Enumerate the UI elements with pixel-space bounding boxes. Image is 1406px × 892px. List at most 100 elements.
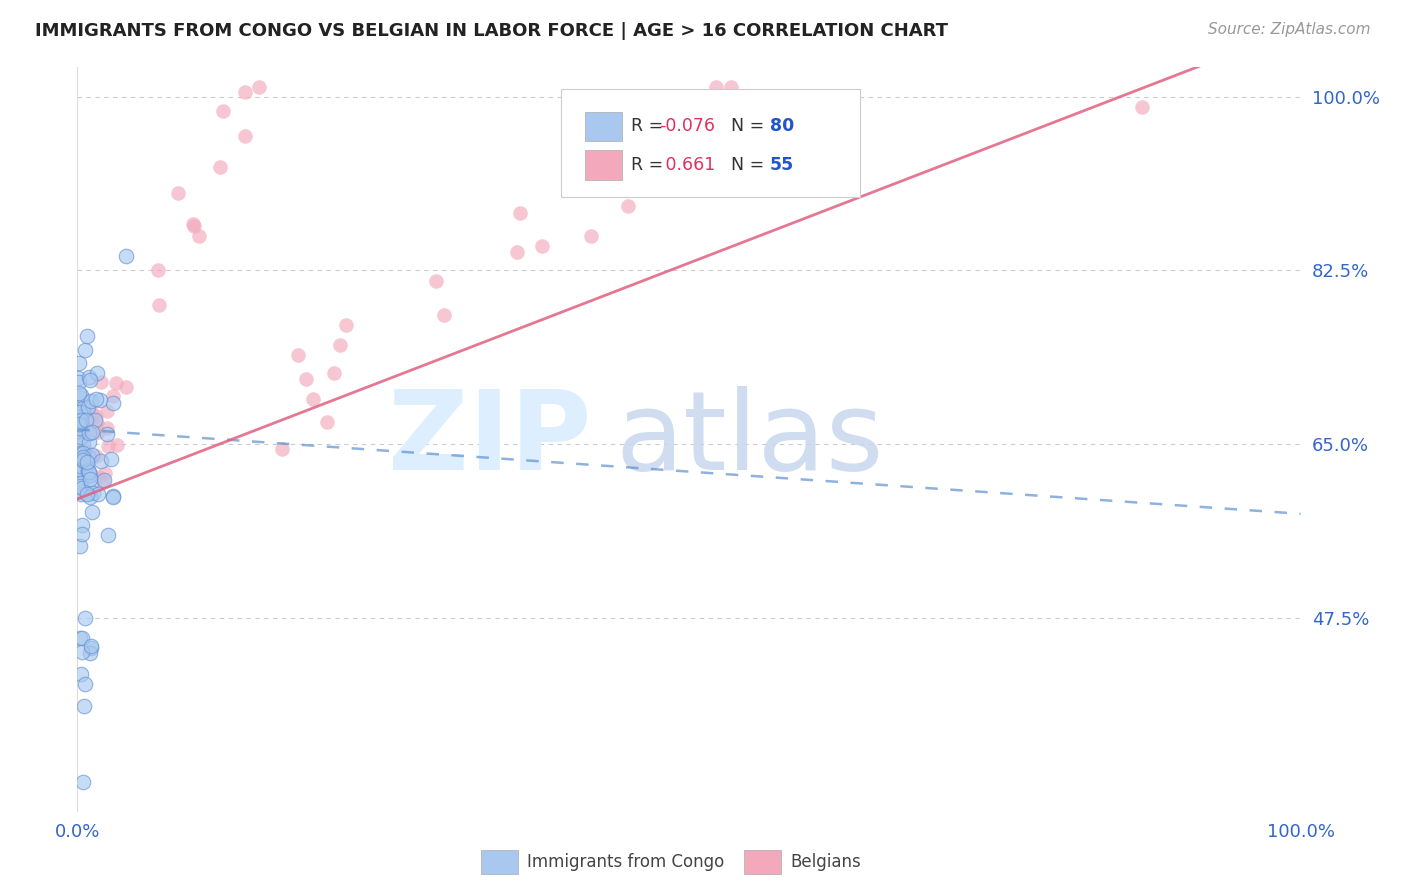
Point <box>80 640 103 655</box>
Point <box>75 444 97 458</box>
Point <box>72 405 94 419</box>
Point <box>66 371 89 385</box>
Point <box>86 417 108 431</box>
Point <box>69 405 91 419</box>
Point <box>70 452 93 467</box>
Point <box>69 539 91 553</box>
Point <box>69 408 91 422</box>
Point <box>79 372 101 386</box>
Point <box>425 274 447 288</box>
Point <box>115 249 138 263</box>
Point <box>94 466 117 480</box>
Point <box>100 452 122 467</box>
Point <box>69 476 91 491</box>
Point <box>82 406 104 420</box>
Text: 80: 80 <box>769 117 794 135</box>
Bar <box>481 850 517 873</box>
Point <box>509 206 531 220</box>
Point <box>167 186 190 201</box>
Text: N =: N = <box>720 117 769 135</box>
Point <box>76 455 98 469</box>
Text: 0.661: 0.661 <box>659 156 714 174</box>
Point <box>72 450 94 465</box>
Point <box>70 632 93 646</box>
Bar <box>585 112 621 141</box>
Point <box>77 464 100 478</box>
Point <box>77 466 100 480</box>
Point <box>69 447 91 461</box>
Point <box>80 425 103 440</box>
Point <box>87 487 110 501</box>
Point <box>66 407 89 421</box>
Point <box>89 392 111 407</box>
Point <box>89 470 111 484</box>
Point <box>72 437 94 451</box>
Point <box>67 376 90 390</box>
Point <box>76 463 98 477</box>
Text: 55: 55 <box>769 156 794 174</box>
Point <box>84 450 107 464</box>
Point <box>70 391 93 405</box>
Point <box>82 486 104 500</box>
Point <box>77 400 100 414</box>
Point <box>301 392 323 407</box>
Point <box>72 453 94 467</box>
Point <box>72 699 94 714</box>
Point <box>247 79 270 94</box>
Point <box>90 375 112 389</box>
Text: R =: R = <box>631 117 669 135</box>
Point <box>69 422 91 436</box>
Point <box>148 298 170 312</box>
Point <box>579 228 602 243</box>
Point <box>188 229 211 244</box>
Point <box>607 151 630 165</box>
Point <box>80 639 103 653</box>
Point <box>70 408 93 422</box>
Point <box>80 475 103 490</box>
Point <box>69 413 91 427</box>
Point <box>315 415 337 429</box>
Point <box>146 263 169 277</box>
Point <box>72 450 94 464</box>
Point <box>67 421 90 435</box>
Point <box>67 417 90 432</box>
Point <box>67 409 90 424</box>
Point <box>80 448 103 462</box>
Point <box>212 103 235 118</box>
Point <box>704 79 727 94</box>
Point <box>82 505 104 519</box>
Bar <box>744 850 780 873</box>
Point <box>73 611 96 625</box>
Point <box>83 413 105 427</box>
Point <box>70 527 93 541</box>
Point <box>90 454 112 468</box>
Point <box>72 401 94 415</box>
Point <box>77 450 100 465</box>
Point <box>208 160 231 174</box>
Text: IMMIGRANTS FROM CONGO VS BELGIAN IN LABOR FORCE | AGE > 16 CORRELATION CHART: IMMIGRANTS FROM CONGO VS BELGIAN IN LABO… <box>35 22 948 40</box>
Text: Belgians: Belgians <box>790 853 862 871</box>
Point <box>79 472 101 486</box>
Point <box>80 413 103 427</box>
Point <box>66 424 89 438</box>
Point <box>531 238 554 252</box>
Point <box>69 487 91 501</box>
Point <box>70 481 93 495</box>
Point <box>73 343 96 357</box>
Point <box>69 631 91 645</box>
Point <box>84 409 107 424</box>
Point <box>72 645 94 659</box>
Point <box>101 490 124 504</box>
Text: Source: ZipAtlas.com: Source: ZipAtlas.com <box>1208 22 1371 37</box>
Point <box>233 86 256 100</box>
Point <box>72 446 94 460</box>
Point <box>67 386 90 401</box>
Point <box>678 179 700 194</box>
Bar <box>585 151 621 180</box>
Point <box>103 389 125 403</box>
Point <box>75 413 97 427</box>
Point <box>233 129 256 144</box>
Point <box>70 430 93 444</box>
Point <box>84 392 107 407</box>
Point <box>103 396 125 410</box>
